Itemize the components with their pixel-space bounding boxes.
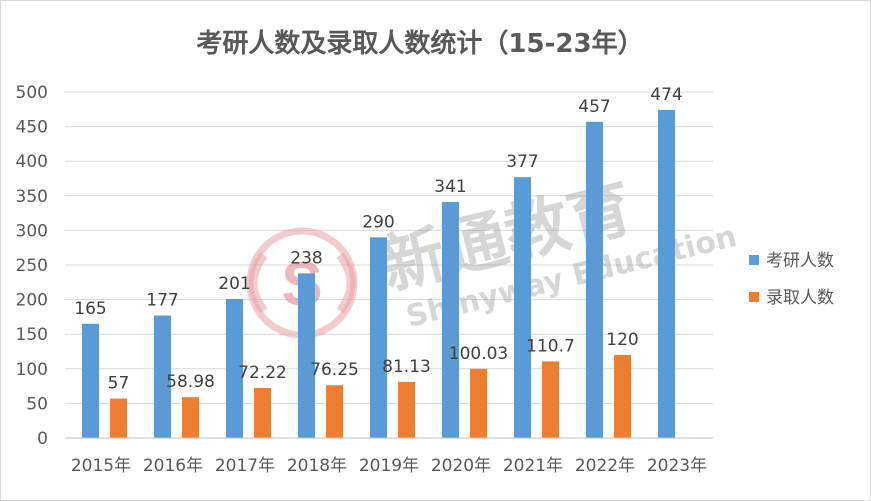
data-label: 57	[108, 374, 130, 394]
data-label: 290	[362, 212, 394, 232]
data-label: 457	[578, 97, 610, 117]
bar-applicants	[586, 121, 603, 439]
bar-applicants	[82, 323, 99, 438]
x-tick-label: 2015年	[71, 456, 131, 476]
legend-label: 录取人数	[766, 288, 834, 308]
x-tick-label: 2020年	[431, 456, 491, 476]
y-tick-label: 200	[16, 291, 48, 311]
bar-admitted	[470, 368, 487, 438]
x-tick-label: 2021年	[503, 456, 563, 476]
y-tick-label: 400	[16, 152, 48, 172]
bar-admitted	[254, 388, 271, 438]
data-label: 72.22	[238, 363, 287, 383]
y-tick-label: 500	[16, 83, 48, 103]
bar-applicants	[370, 237, 387, 438]
data-label: 100.03	[449, 344, 508, 364]
y-tick-label: 50	[26, 394, 48, 414]
x-tick-label: 2018年	[287, 456, 347, 476]
bar-applicants	[514, 177, 531, 438]
data-label: 238	[290, 248, 322, 268]
x-tick-label: 2019年	[359, 456, 419, 476]
y-tick-label: 350	[16, 187, 48, 207]
y-tick-label: 300	[16, 221, 48, 241]
data-label: 58.98	[166, 372, 215, 392]
bar-applicants	[298, 273, 315, 438]
data-label: 201	[218, 274, 250, 294]
bar-applicants	[154, 315, 171, 438]
bar-admitted	[326, 385, 343, 438]
data-label: 165	[74, 299, 106, 319]
y-tick-label: 450	[16, 118, 48, 138]
bar-admitted	[542, 361, 559, 438]
bar-applicants	[442, 202, 459, 438]
legend-label: 考研人数	[766, 251, 834, 271]
data-label: 81.13	[382, 357, 431, 377]
bars	[82, 109, 675, 439]
axes: 0 50 100 150 200 250 300 350 400 450 500 2015年 2016年…	[16, 83, 713, 476]
bar-applicants	[658, 109, 675, 438]
x-tick-label: 2017年	[215, 456, 275, 476]
x-tick-label: 2023年	[647, 456, 707, 476]
data-label: 377	[506, 152, 538, 172]
data-label: 474	[650, 85, 682, 105]
bar-admitted	[398, 381, 415, 438]
data-label: 120	[606, 330, 638, 350]
chart-title: 考研人数及录取人数统计（15-23年）	[196, 28, 643, 59]
bar-admitted	[182, 397, 199, 438]
y-tick-label: 100	[16, 360, 48, 380]
data-label: 76.25	[310, 360, 359, 380]
x-tick-label: 2022年	[575, 456, 635, 476]
bar-admitted	[110, 398, 127, 438]
y-tick-label: 150	[16, 325, 48, 345]
legend-swatch	[749, 292, 759, 302]
data-label: 177	[146, 291, 178, 311]
bar-applicants	[226, 298, 243, 438]
legend-swatch	[749, 255, 759, 265]
data-labels: 165 177 201 238 290 341 377 457 474 57 58.98 72.22 7…	[74, 85, 682, 394]
x-tick-label: 2016年	[143, 456, 203, 476]
y-tick-label: 0	[37, 429, 48, 449]
data-label: 341	[434, 177, 466, 197]
data-label: 110.7	[526, 336, 575, 356]
bar-admitted	[614, 354, 631, 438]
y-tick-label: 250	[16, 256, 48, 276]
